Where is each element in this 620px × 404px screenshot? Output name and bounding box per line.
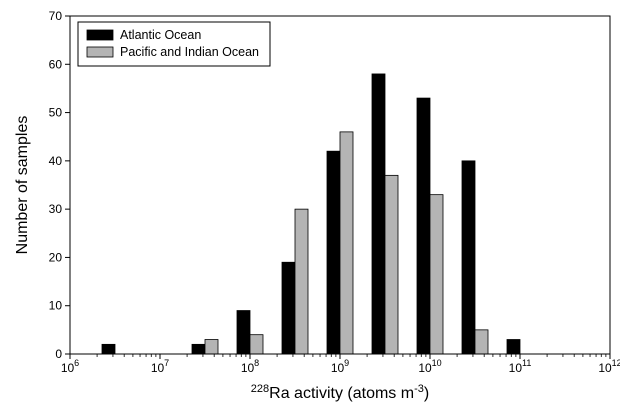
bar-atlantic-4 (281, 261, 296, 355)
legend-label-pacific-indian: Pacific and Indian Ocean (120, 45, 259, 59)
x-tick-label-3: 109 (331, 358, 349, 375)
y-tick-label-2: 20 (49, 250, 63, 264)
y-axis: 0 10 20 30 40 50 60 70 (49, 9, 70, 361)
y-tick-label-7: 70 (49, 9, 63, 23)
legend-box (77, 21, 271, 67)
bar-atlantic-8 (461, 160, 476, 355)
y-axis-title: Number of samples (14, 116, 31, 255)
bar-pacific-indian-7 (429, 194, 444, 355)
x-axis-title-close: ) (424, 385, 429, 402)
bar-pacific-indian-5 (339, 131, 354, 355)
legend-swatch-pacific-indian (86, 46, 114, 58)
x-axis-title-unit-exp: -3 (414, 383, 424, 395)
bar-atlantic-3 (236, 310, 251, 355)
legend: Atlantic Ocean Pacific and Indian Ocean (77, 21, 271, 67)
bar-atlantic-7 (416, 97, 431, 355)
bar-atlantic-0 (101, 343, 116, 355)
x-tick-label-4: 1010 (418, 358, 441, 375)
x-axis-title: 228Ra activity (atoms m-3) (251, 383, 429, 402)
y-tick-label-0: 0 (55, 347, 62, 361)
y-tick-label-3: 30 (49, 202, 63, 216)
x-tick-label-0: 106 (61, 358, 79, 375)
bar-pacific-indian-8 (474, 329, 489, 355)
bar-pacific-indian-2 (204, 339, 219, 355)
x-axis-title-isotope: 228 (251, 383, 269, 395)
legend-swatch-atlantic (86, 29, 114, 41)
x-tick-label-6: 1012 (598, 358, 620, 375)
x-tick-label-5: 1011 (509, 358, 532, 375)
legend-label-atlantic: Atlantic Ocean (120, 28, 201, 42)
bars-layer (101, 73, 521, 355)
bar-atlantic-5 (326, 150, 341, 355)
x-tick-label-2: 108 (241, 358, 259, 375)
y-tick-label-4: 40 (49, 154, 63, 168)
x-tick-label-1: 107 (151, 358, 169, 375)
x-axis-title-main: Ra activity (atoms m (269, 385, 414, 402)
bar-pacific-indian-6 (384, 174, 399, 355)
bar-atlantic-9 (506, 339, 521, 355)
bar-atlantic-2 (191, 343, 206, 355)
x-axis: 106 107 108 109 1010 1011 1012 (61, 354, 620, 375)
bar-pacific-indian-4 (294, 208, 309, 355)
bar-atlantic-6 (371, 73, 386, 355)
y-tick-label-6: 60 (49, 57, 63, 71)
bar-pacific-indian-3 (249, 334, 264, 355)
y-tick-label-1: 10 (49, 299, 63, 313)
y-tick-label-5: 50 (49, 106, 63, 120)
